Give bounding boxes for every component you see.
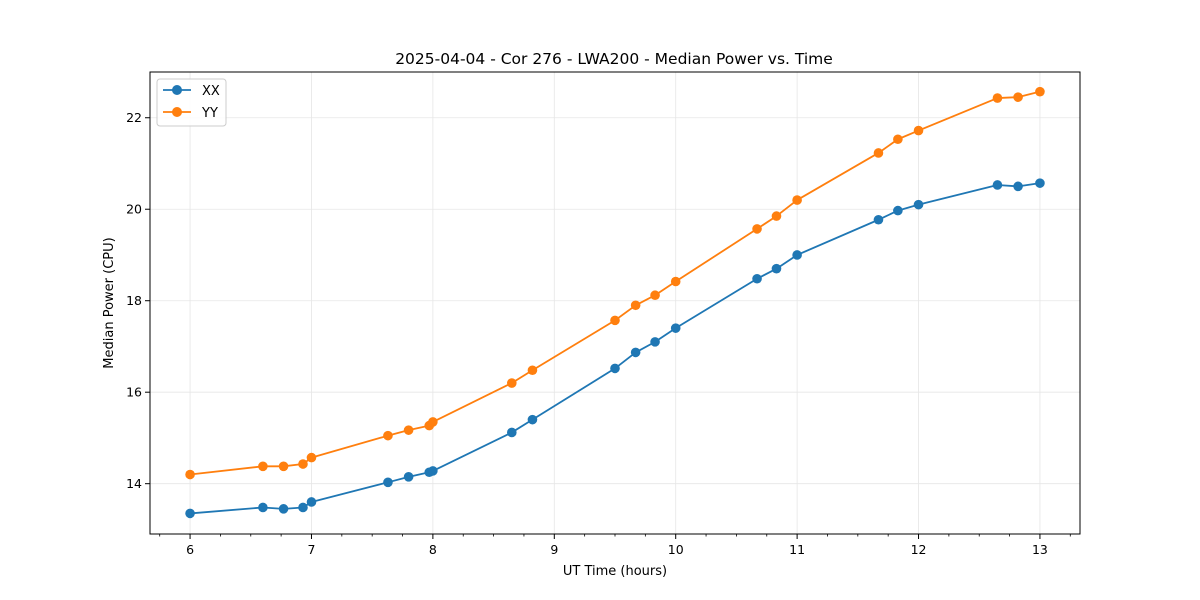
x-axis-ticks: 6 7 8 9 10 11 12 13 — [159, 534, 1071, 557]
data-point-yy — [650, 290, 660, 301]
data-point-yy — [752, 224, 762, 234]
data-point-xx — [298, 502, 308, 513]
data-point-xx — [670, 323, 681, 333]
data-point-xx — [792, 250, 802, 260]
x-tick-label: 8 — [429, 542, 437, 557]
data-point-xx — [185, 508, 195, 519]
data-point-xx — [383, 477, 393, 488]
data-point-xx — [913, 199, 924, 210]
chart-title: 2025-04-04 - Cor 276 - LWA200 - Median P… — [395, 50, 833, 68]
legend-label-yy: YY — [201, 106, 218, 121]
data-point-xx — [752, 273, 762, 284]
data-point-yy — [1013, 92, 1023, 102]
data-point-yy — [258, 461, 268, 472]
y-tick-label: 20 — [126, 202, 142, 217]
data-point-yy — [670, 276, 681, 287]
data-point-yy — [893, 134, 903, 145]
data-point-xx — [771, 263, 782, 274]
data-point-xx — [306, 497, 317, 507]
legend-marker-yy — [172, 107, 182, 117]
data-point-yy — [1035, 86, 1045, 97]
data-point-xx — [278, 504, 289, 514]
legend: XX YY — [156, 78, 227, 127]
data-point-xx — [403, 472, 414, 482]
data-point-yy — [507, 378, 517, 388]
x-tick-label: 6 — [186, 542, 194, 557]
data-point-xx — [527, 414, 538, 425]
y-tick-label: 22 — [126, 110, 142, 125]
x-tick-label: 9 — [550, 542, 558, 557]
grid-lines — [150, 72, 1080, 534]
data-point-yy — [403, 425, 414, 435]
x-tick-label: 11 — [789, 542, 805, 557]
data-point-xx — [630, 347, 641, 358]
data-point-yy — [527, 365, 538, 376]
data-point-yy — [913, 125, 924, 136]
data-point-yy — [278, 461, 289, 472]
data-point-xx — [893, 205, 903, 216]
legend-marker-xx — [172, 85, 182, 95]
data-point-yy — [610, 315, 620, 326]
data-point-xx — [1035, 178, 1045, 188]
x-tick-label: 12 — [911, 542, 927, 557]
data-point-yy — [792, 195, 802, 205]
data-point-yy — [298, 459, 308, 469]
x-tick-label: 13 — [1032, 542, 1048, 557]
data-point-yy — [630, 300, 641, 311]
legend-label-xx: XX — [202, 84, 220, 99]
y-axis-ticks: 14 16 18 20 22 — [126, 110, 150, 491]
data-point-xx — [507, 427, 517, 438]
data-point-yy — [428, 417, 438, 427]
y-tick-label: 18 — [126, 293, 142, 308]
data-point-yy — [992, 93, 1003, 103]
data-point-xx — [610, 363, 620, 374]
data-point-xx — [1013, 181, 1023, 192]
data-point-xx — [650, 337, 660, 347]
x-axis-label: UT Time (hours) — [563, 564, 667, 579]
data-point-yy — [383, 430, 393, 441]
data-point-xx — [258, 502, 268, 513]
data-point-yy — [306, 452, 317, 463]
x-tick-label: 10 — [668, 542, 684, 557]
series-layer — [185, 86, 1045, 519]
x-tick-label: 7 — [307, 542, 315, 557]
data-point-yy — [771, 211, 782, 221]
y-tick-label: 16 — [126, 385, 142, 400]
y-axis-label: Median Power (CPU) — [102, 237, 117, 368]
data-point-xx — [428, 466, 438, 476]
data-point-yy — [185, 469, 195, 480]
data-point-xx — [992, 180, 1003, 190]
data-point-xx — [873, 214, 884, 225]
data-point-yy — [873, 148, 884, 158]
y-tick-label: 14 — [126, 476, 142, 491]
